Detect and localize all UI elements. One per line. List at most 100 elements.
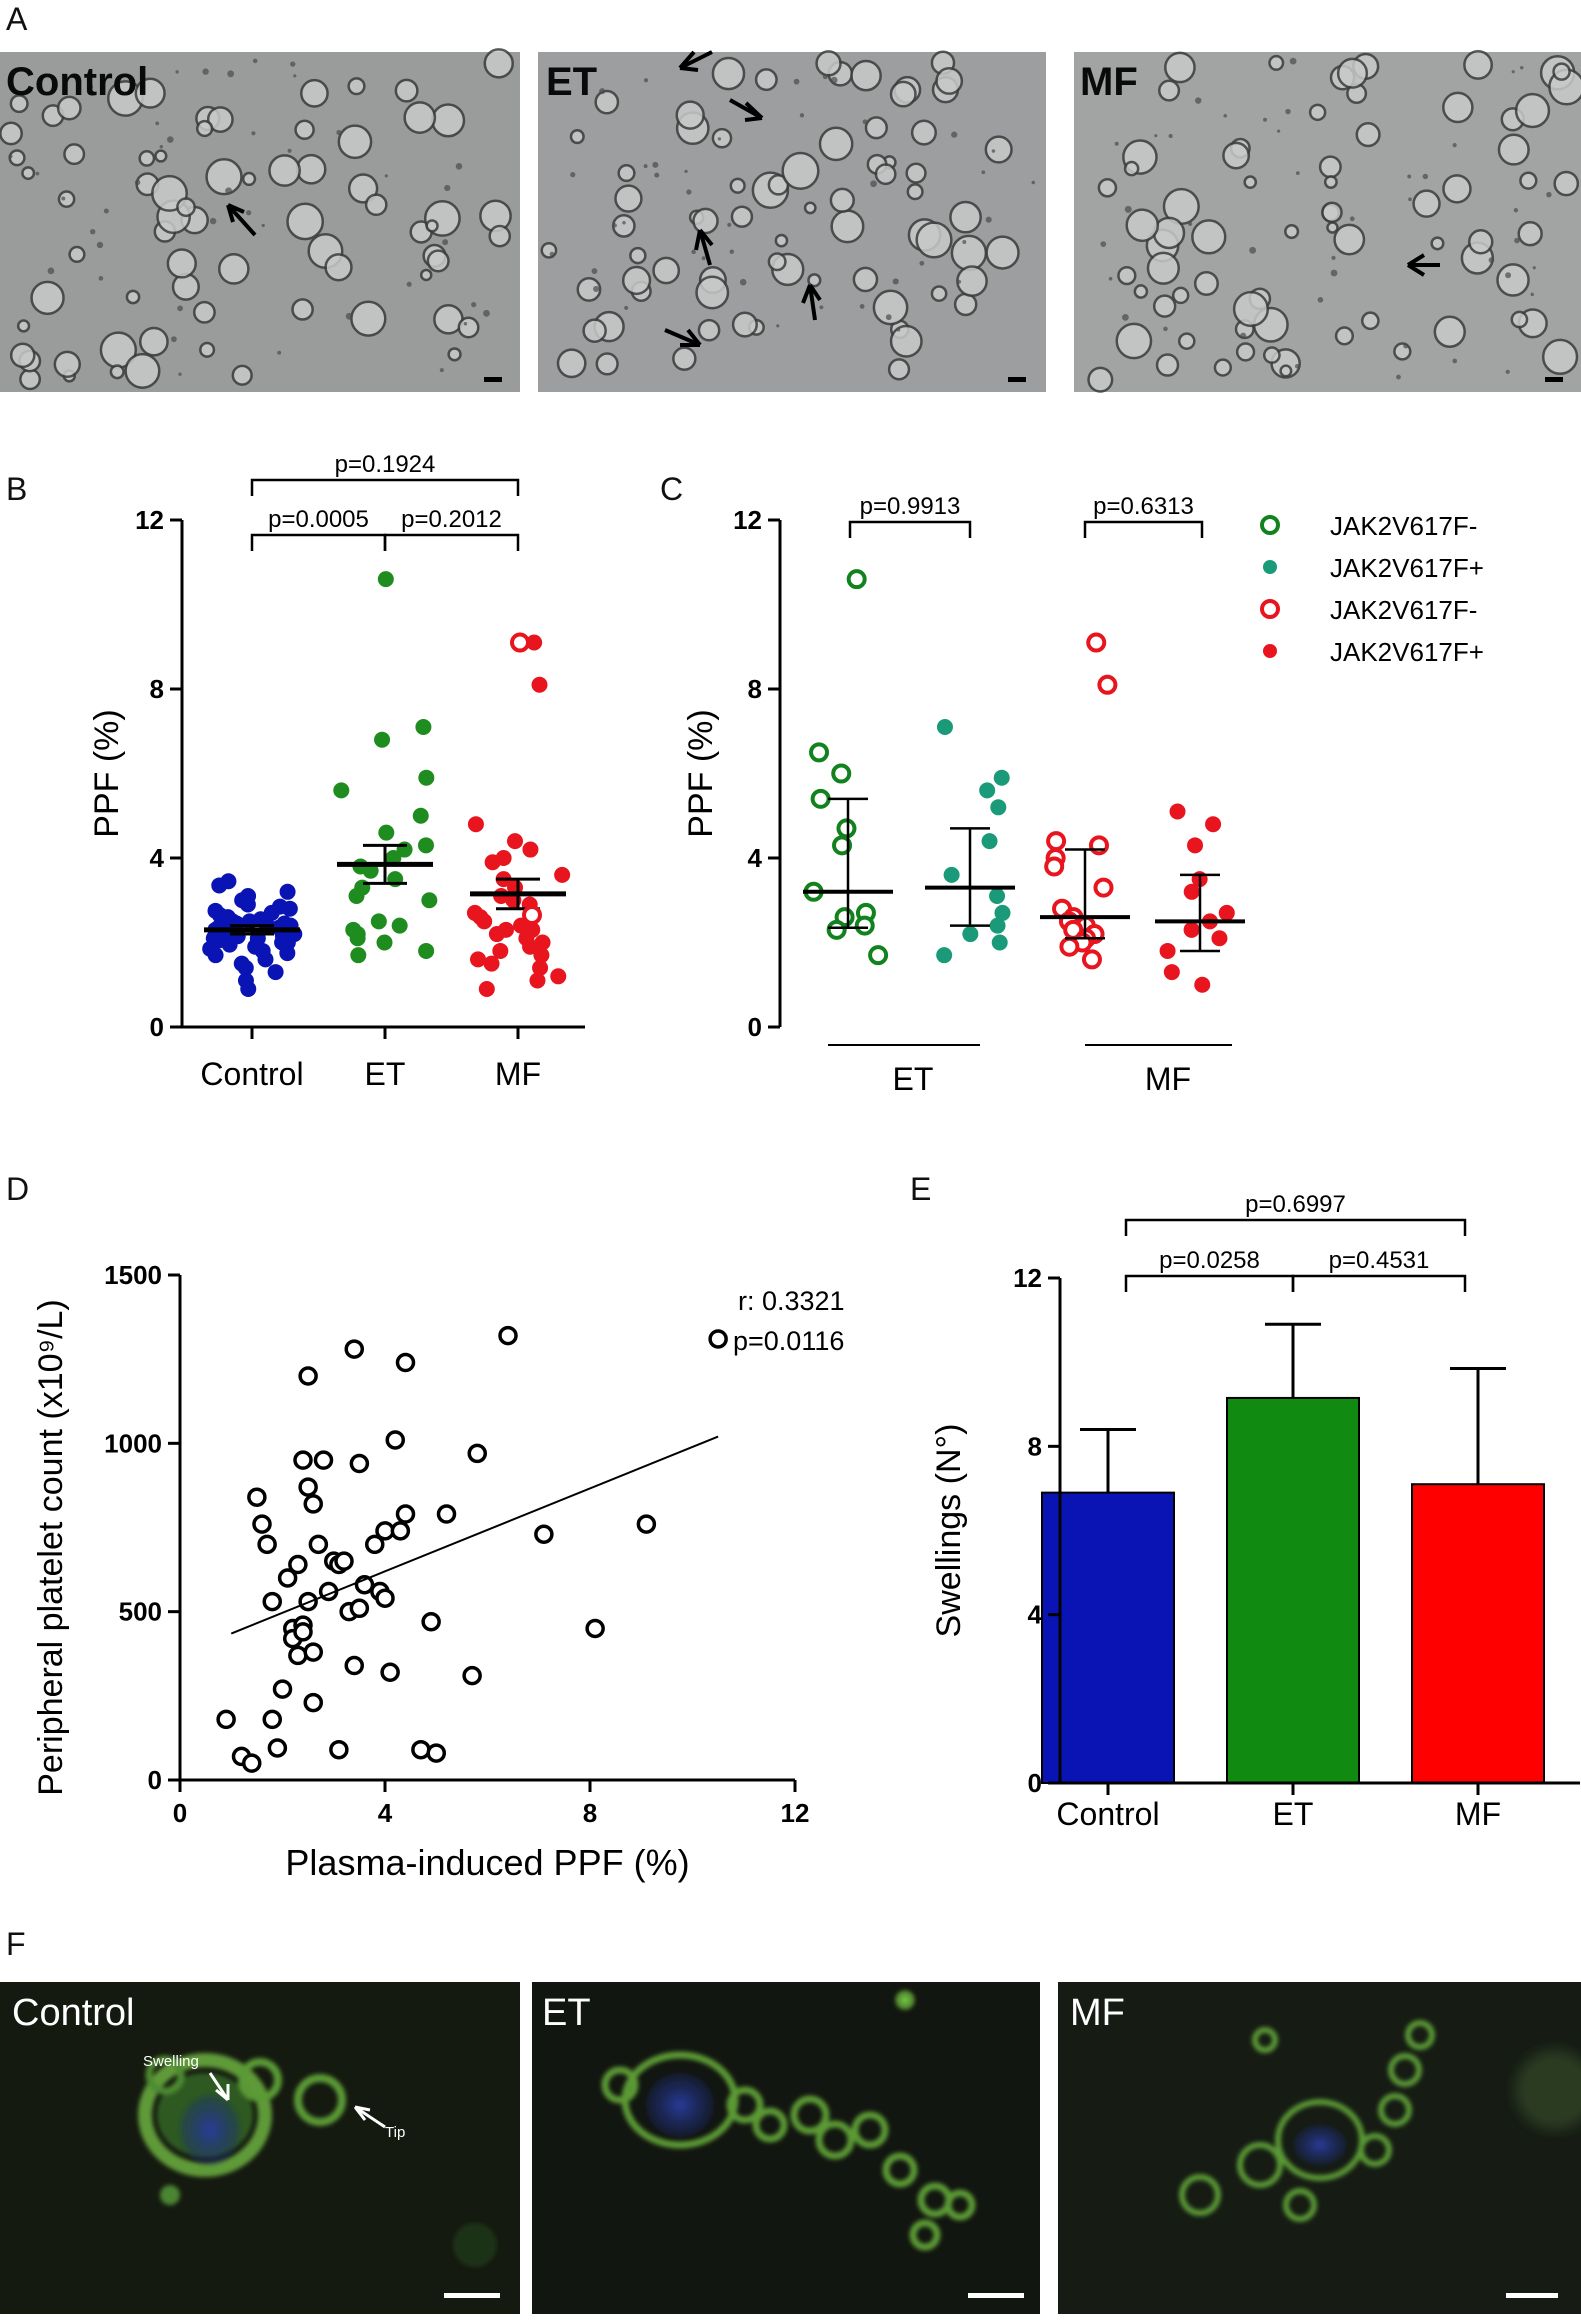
panel-letter-b: B [6, 471, 27, 507]
data-point [994, 904, 1011, 921]
data-point-open [846, 569, 867, 590]
cell [30, 280, 65, 316]
cell [711, 56, 746, 91]
x-tick-label: 4 [378, 1798, 393, 1828]
cell [1442, 174, 1472, 204]
particle [643, 164, 648, 169]
cell [300, 78, 329, 108]
panel-f-image-mf: MF [1058, 1982, 1581, 2314]
particle [612, 223, 617, 228]
cell [906, 183, 924, 201]
cell [134, 77, 166, 109]
cell [426, 249, 450, 273]
particle [1530, 292, 1534, 297]
particle [252, 58, 258, 64]
p-value-label: p=0.2012 [401, 506, 502, 533]
data-point-open [854, 915, 875, 936]
data-point [365, 1534, 385, 1555]
particle [822, 73, 828, 80]
particle [1514, 237, 1520, 244]
particle [1108, 276, 1113, 281]
legend-label: JAK2V617F- [1330, 511, 1477, 541]
particle [691, 249, 696, 255]
data-point [348, 888, 365, 905]
cell [205, 157, 243, 196]
data-point [216, 1709, 236, 1730]
particle [549, 251, 555, 257]
data-point-open [510, 632, 530, 653]
particle [1511, 70, 1515, 74]
data-point [267, 964, 284, 981]
particle [175, 70, 179, 74]
data-point-open [810, 788, 831, 809]
particle [8, 154, 13, 159]
arrow-icon [729, 98, 764, 122]
data-point-open [826, 919, 847, 940]
cell [1152, 294, 1177, 318]
cell [9, 94, 29, 114]
cell [569, 129, 585, 145]
particle [455, 163, 463, 170]
cell [350, 300, 387, 337]
data-point-open [1044, 856, 1065, 877]
significance-bracket [1291, 1274, 1467, 1292]
y-tick-label: 1500 [104, 1260, 162, 1290]
image-label: ET [546, 60, 597, 104]
cell [1334, 326, 1355, 346]
data-point [272, 1679, 293, 1699]
particle [1349, 216, 1355, 222]
panel-d-chart: 0 500 1000 1500 0 4 8 12 Plasma-induced PPF (%) P… [32, 1260, 845, 1883]
panel-f-image-et: ET [532, 1982, 1040, 2314]
data-point-open [832, 835, 853, 856]
particle [717, 137, 722, 141]
arrow-icon [678, 50, 713, 72]
data-point [484, 854, 501, 871]
particle [1121, 313, 1129, 321]
cell [829, 187, 855, 213]
cell-cluster [540, 50, 1035, 381]
cell [217, 253, 250, 285]
cell [582, 318, 607, 343]
cell [291, 298, 314, 321]
cell [337, 124, 373, 160]
cell [457, 316, 480, 339]
x-tick-label: Control [1056, 1796, 1159, 1832]
particle [1262, 117, 1268, 122]
arrow-icon [664, 328, 702, 347]
nucleus [1294, 2125, 1346, 2165]
data-point [467, 1443, 487, 1464]
cell [1321, 201, 1343, 224]
cell [595, 352, 619, 376]
cell [754, 68, 778, 92]
particle [89, 228, 96, 235]
cell [1268, 54, 1285, 71]
cell [1468, 228, 1494, 255]
particle [1403, 343, 1409, 349]
particle [1277, 129, 1281, 133]
data-point [395, 1504, 416, 1524]
y-tick-label: 12 [1013, 1263, 1042, 1293]
data-point [376, 934, 393, 951]
cell-cluster [1087, 49, 1581, 393]
panel-c-chart: 0 4 8 12 PPF (%) ET MF p=0.9913 p=0.6313 JAK2V617… [682, 493, 1484, 1097]
cell [1326, 221, 1339, 234]
regression-line [230, 1435, 719, 1635]
data-point [349, 1598, 370, 1619]
data-point [529, 972, 546, 989]
cell [268, 154, 301, 187]
cell [872, 289, 909, 326]
data-point [467, 816, 484, 833]
data-point [533, 947, 550, 964]
cell [1087, 366, 1114, 393]
y-tick-label: 12 [733, 505, 762, 535]
significance-bracket [1083, 520, 1204, 538]
image-label: Control [12, 1992, 135, 2034]
particle [1488, 257, 1495, 263]
y-tick-label: 0 [150, 1012, 164, 1042]
particle [1422, 173, 1429, 180]
particle [885, 314, 892, 321]
data-point [344, 1655, 364, 1676]
particle [1513, 208, 1519, 213]
data-point [990, 799, 1007, 816]
legend-label: JAK2V617F+ [1330, 553, 1484, 583]
